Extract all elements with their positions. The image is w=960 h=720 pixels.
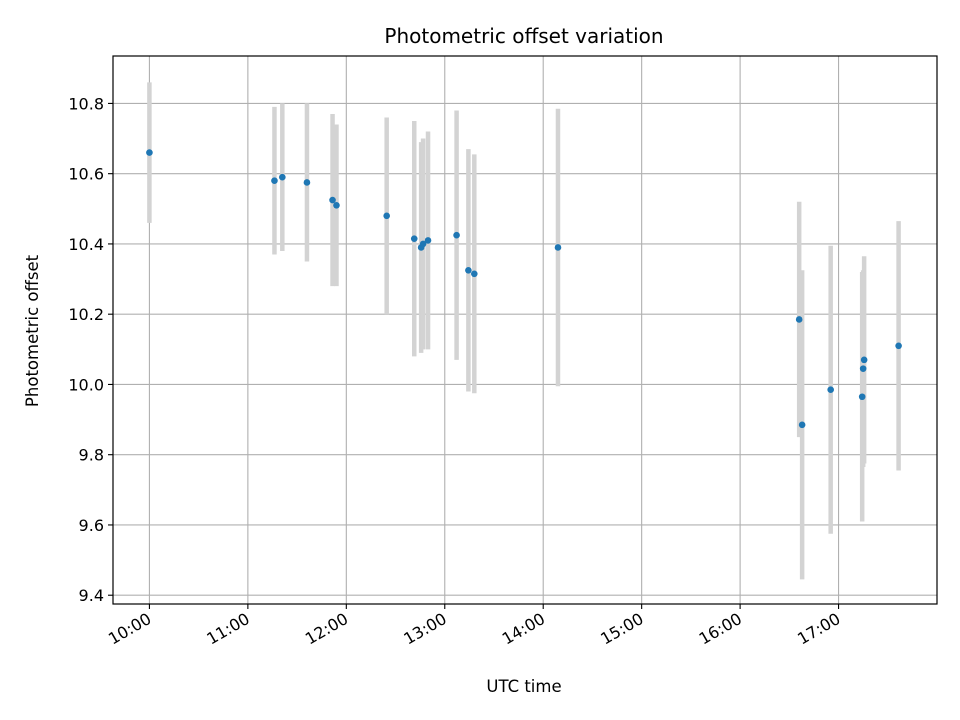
data-point xyxy=(858,393,866,401)
y-axis-ticks: 9.4 9.6 9.8 10.0 10.2 10.4 10.6 10.8 xyxy=(68,94,113,605)
y-axis-label: Photometric offset xyxy=(23,254,42,407)
data-point xyxy=(453,231,460,239)
data-point xyxy=(146,149,153,156)
y-tick-label: 10.4 xyxy=(68,235,104,254)
y-tick-label: 9.4 xyxy=(79,586,104,605)
y-tick-label: 9.6 xyxy=(79,516,104,535)
data-point xyxy=(424,237,432,244)
data-point xyxy=(271,177,278,185)
data-point xyxy=(333,201,340,209)
data-points xyxy=(146,149,902,429)
data-point xyxy=(470,270,478,278)
data-point xyxy=(895,342,902,350)
data-point xyxy=(795,316,803,323)
y-tick-label: 10.6 xyxy=(68,165,104,184)
y-tick-label: 10.2 xyxy=(68,305,104,324)
y-tick-label: 10.8 xyxy=(68,94,104,113)
chart-title: Photometric offset variation xyxy=(384,24,663,48)
data-point xyxy=(827,386,834,394)
data-point xyxy=(859,365,867,372)
data-point xyxy=(329,196,336,204)
x-axis-label: UTC time xyxy=(486,677,561,696)
data-point xyxy=(860,356,868,364)
y-tick-label: 9.8 xyxy=(79,446,104,465)
data-point xyxy=(383,212,390,220)
y-tick-label: 10.0 xyxy=(68,375,104,394)
data-point xyxy=(303,179,311,186)
data-point xyxy=(410,235,418,242)
data-point xyxy=(419,240,427,248)
grid xyxy=(113,56,937,604)
data-point xyxy=(798,421,806,429)
plot-frame xyxy=(112,55,938,605)
data-point xyxy=(465,266,472,274)
data-point xyxy=(554,244,562,251)
data-point xyxy=(279,173,286,181)
